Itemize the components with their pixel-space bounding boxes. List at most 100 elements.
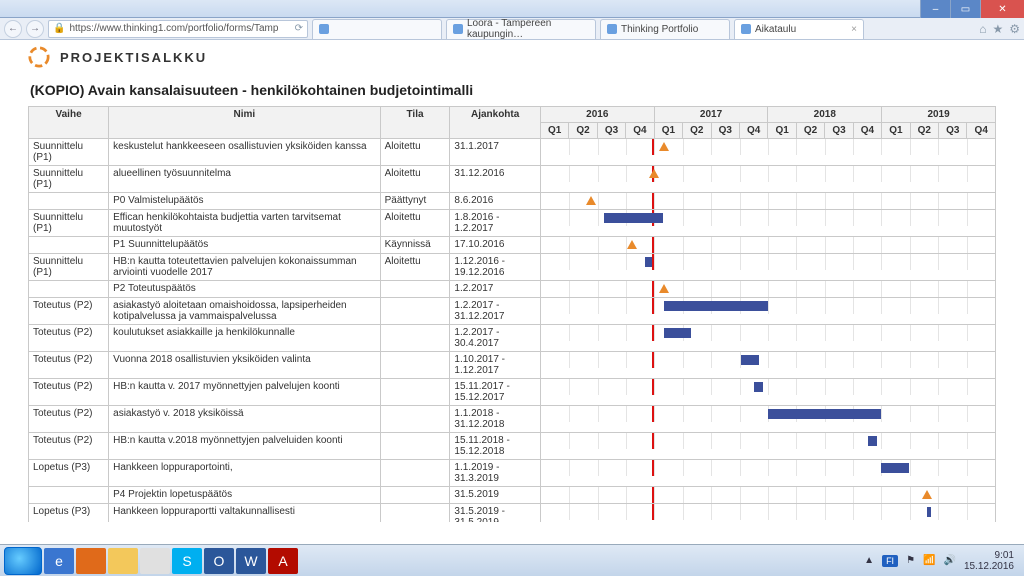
- cell-ajankohta: 15.11.2018 - 15.12.2018: [450, 433, 540, 460]
- address-bar[interactable]: 🔒 https://www.thinking1.com/portfolio/fo…: [48, 20, 308, 38]
- table-row: Suunnittelu (P1)keskustelut hankkeeseen …: [29, 139, 996, 166]
- cell-vaihe: Suunnittelu (P1): [29, 139, 109, 166]
- gantt-cell: [540, 139, 995, 166]
- cell-nimi: P2 Toteutuspäätös: [109, 281, 380, 298]
- gantt-cell: [540, 325, 995, 352]
- browser-tab[interactable]: Loora - Tampereen kaupungin…: [446, 19, 596, 39]
- cell-ajankohta: 1.2.2017 - 31.12.2017: [450, 298, 540, 325]
- quarter-header: Q4: [967, 123, 996, 139]
- cell-vaihe: Toteutus (P2): [29, 352, 109, 379]
- table-row: P1 SuunnittelupäätösKäynnissä17.10.2016: [29, 237, 996, 254]
- gantt-cell: [540, 406, 995, 433]
- window-close-button[interactable]: ✕: [980, 0, 1024, 18]
- gantt-cell: [540, 281, 995, 298]
- tab-favicon-icon: [453, 24, 463, 34]
- window-minimize-button[interactable]: –: [920, 0, 950, 18]
- acrobat-icon[interactable]: A: [268, 548, 298, 574]
- cell-tila: [380, 379, 450, 406]
- ie-icon[interactable]: e: [44, 548, 74, 574]
- milestone-icon: [627, 240, 637, 249]
- clock[interactable]: 9:01 15.12.2016: [964, 550, 1014, 572]
- action-center-icon[interactable]: ⚑: [906, 555, 915, 566]
- quarter-header: Q2: [910, 123, 938, 139]
- browser-toolbar: ← → 🔒 https://www.thinking1.com/portfoli…: [0, 18, 1024, 40]
- lock-icon: 🔒: [53, 23, 65, 34]
- cell-nimi: Hankkeen loppuraportointi,: [109, 460, 380, 487]
- cell-ajankohta: 1.2.2017: [450, 281, 540, 298]
- cell-ajankohta: 17.10.2016: [450, 237, 540, 254]
- address-url: https://www.thinking1.com/portfolio/form…: [69, 23, 278, 34]
- cell-nimi: asiakastyö v. 2018 yksiköissä: [109, 406, 380, 433]
- language-indicator[interactable]: FI: [882, 555, 898, 567]
- cell-ajankohta: 1.8.2016 - 1.2.2017: [450, 210, 540, 237]
- volume-icon[interactable]: 🔊: [943, 555, 955, 566]
- quarter-header: Q4: [626, 123, 654, 139]
- cell-nimi: Effican henkilökohtaista budjettia varte…: [109, 210, 380, 237]
- network-icon[interactable]: 📶: [923, 555, 935, 566]
- gantt-cell: [540, 237, 995, 254]
- quarter-header: Q3: [939, 123, 967, 139]
- today-line: [652, 281, 654, 297]
- gantt-bar: [927, 507, 931, 517]
- cell-tila: [380, 460, 450, 487]
- today-line: [652, 325, 654, 341]
- gantt-cell: [540, 460, 995, 487]
- taskbar: e SOWA ▲ FI ⚑ 📶 🔊 9:01 15.12.2016: [0, 544, 1024, 576]
- table-row: Toteutus (P2)asiakastyö v. 2018 yksiköis…: [29, 406, 996, 433]
- cell-vaihe: Toteutus (P2): [29, 406, 109, 433]
- tray-up-icon[interactable]: ▲: [864, 555, 874, 566]
- back-button[interactable]: ←: [4, 20, 22, 38]
- skype-icon[interactable]: S: [172, 548, 202, 574]
- table-row: Toteutus (P2)Vuonna 2018 osallistuvien y…: [29, 352, 996, 379]
- cell-nimi: P0 Valmistelupäätös: [109, 193, 380, 210]
- browser-tab[interactable]: [312, 19, 442, 39]
- firefox-icon[interactable]: [76, 548, 106, 574]
- milestone-icon: [586, 196, 596, 205]
- cell-tila: Aloitettu: [380, 139, 450, 166]
- gantt-bar: [754, 382, 763, 392]
- cell-ajankohta: 1.1.2018 - 31.12.2018: [450, 406, 540, 433]
- cell-nimi: koulutukset asiakkaille ja henkilökunnal…: [109, 325, 380, 352]
- quarter-header: Q1: [882, 123, 910, 139]
- gantt-cell: [540, 166, 995, 193]
- home-icon[interactable]: ⌂: [979, 22, 986, 36]
- forward-button[interactable]: →: [26, 20, 44, 38]
- cell-vaihe: Toteutus (P2): [29, 325, 109, 352]
- tab-close-icon[interactable]: ×: [851, 24, 857, 35]
- cell-tila: [380, 298, 450, 325]
- gantt-cell: [540, 504, 995, 523]
- cell-ajankohta: 31.12.2016: [450, 166, 540, 193]
- today-line: [652, 237, 654, 253]
- cell-vaihe: [29, 281, 109, 298]
- gantt-cell: [540, 487, 995, 504]
- gantt-cell: [540, 379, 995, 406]
- browser-tab[interactable]: Aikataulu×: [734, 19, 864, 39]
- cell-ajankohta: 1.2.2017 - 30.4.2017: [450, 325, 540, 352]
- col-ajankohta: Ajankohta: [450, 107, 540, 139]
- start-button[interactable]: [4, 547, 42, 575]
- reload-icon[interactable]: ⟳: [295, 23, 303, 34]
- outlook-icon[interactable]: O: [204, 548, 234, 574]
- browser-tab[interactable]: Thinking Portfolio: [600, 19, 730, 39]
- quarter-header: Q1: [540, 123, 568, 139]
- gantt-bar: [645, 257, 652, 267]
- page-content: PROJEKTISALKKU (KOPIO) Avain kansalaisuu…: [0, 40, 1024, 522]
- tools-icon[interactable]: ⚙: [1009, 22, 1020, 36]
- cell-tila: [380, 487, 450, 504]
- folder-icon[interactable]: [108, 548, 138, 574]
- chrome-icon[interactable]: [140, 548, 170, 574]
- cell-nimi: alueellinen työsuunnitelma: [109, 166, 380, 193]
- cell-tila: Aloitettu: [380, 254, 450, 281]
- today-line: [652, 379, 654, 395]
- cell-ajankohta: 31.5.2019: [450, 487, 540, 504]
- today-line: [652, 352, 654, 368]
- quarter-header: Q1: [768, 123, 796, 139]
- cell-ajankohta: 31.1.2017: [450, 139, 540, 166]
- cell-tila: Käynnissä: [380, 237, 450, 254]
- favorites-icon[interactable]: ★: [992, 22, 1003, 36]
- window-maximize-button[interactable]: ▭: [950, 0, 980, 18]
- cell-tila: [380, 325, 450, 352]
- quarter-header: Q2: [796, 123, 824, 139]
- gantt-cell: [540, 433, 995, 460]
- word-icon[interactable]: W: [236, 548, 266, 574]
